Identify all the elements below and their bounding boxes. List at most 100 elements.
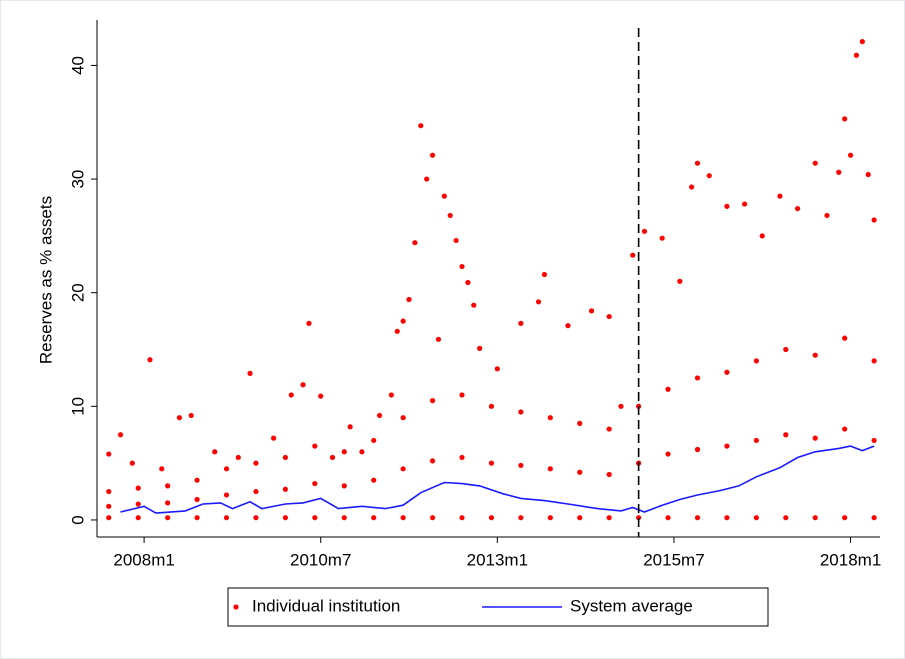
point: [577, 420, 583, 426]
point: [329, 454, 336, 461]
point: [347, 424, 353, 430]
point: [842, 335, 848, 341]
point: [212, 449, 218, 455]
point: [147, 357, 153, 363]
point: [394, 328, 400, 334]
y-tick-label: 20: [68, 283, 87, 302]
point: [282, 486, 288, 492]
point: [441, 193, 447, 199]
point: [812, 515, 818, 521]
point: [465, 279, 471, 286]
y-tick-label: 0: [68, 515, 87, 524]
x-tick-label: 2008m1: [113, 550, 174, 569]
point: [488, 403, 495, 409]
point: [400, 466, 406, 472]
y-axis-label: Reserves as % assets: [36, 196, 55, 364]
point: [836, 169, 842, 175]
point: [135, 485, 141, 491]
point: [694, 375, 701, 381]
point: [606, 471, 612, 478]
point: [565, 323, 571, 329]
point: [577, 469, 583, 475]
point: [706, 173, 712, 179]
point: [341, 483, 347, 489]
x-tick-label: 2018m1: [820, 550, 881, 569]
point: [247, 370, 253, 376]
point: [794, 206, 801, 212]
point: [842, 515, 848, 521]
point: [135, 515, 141, 521]
point: [453, 237, 459, 244]
point: [400, 415, 406, 421]
point: [812, 352, 818, 358]
point: [871, 358, 877, 364]
point: [424, 176, 430, 182]
point: [783, 432, 789, 438]
point: [842, 116, 848, 122]
point: [406, 296, 412, 303]
point: [271, 435, 277, 441]
point: [694, 446, 701, 453]
point: [630, 252, 636, 258]
point: [535, 299, 542, 305]
point: [689, 184, 695, 190]
point: [665, 386, 671, 392]
point: [753, 358, 759, 364]
point: [665, 515, 671, 521]
point: [665, 451, 671, 457]
point: [677, 278, 683, 284]
legend-label: System average: [570, 596, 693, 615]
point: [429, 515, 436, 521]
legend-marker: [233, 604, 239, 610]
point: [429, 398, 436, 404]
point: [194, 515, 200, 521]
point: [371, 477, 377, 483]
point: [282, 454, 288, 461]
point: [753, 437, 759, 444]
point: [865, 171, 871, 178]
point: [359, 449, 365, 455]
point: [859, 38, 865, 45]
point: [312, 515, 318, 521]
point: [777, 193, 783, 199]
point: [306, 320, 312, 326]
point: [165, 500, 171, 506]
point: [547, 466, 553, 472]
point: [341, 449, 347, 455]
point: [371, 515, 377, 521]
point: [753, 515, 759, 521]
point: [812, 435, 818, 441]
point: [194, 477, 200, 483]
point: [724, 203, 730, 209]
point: [842, 426, 848, 432]
point: [606, 426, 612, 432]
point: [759, 233, 765, 239]
point: [388, 392, 394, 398]
point: [165, 483, 171, 489]
x-tick-label: 2013m1: [467, 550, 528, 569]
point: [418, 123, 424, 129]
point: [853, 52, 860, 58]
point: [824, 212, 830, 219]
point: [724, 443, 730, 449]
point: [606, 515, 612, 521]
point: [400, 515, 406, 521]
point: [477, 345, 483, 351]
point: [447, 212, 453, 219]
point: [694, 160, 701, 166]
point: [547, 515, 553, 521]
point: [588, 308, 595, 314]
point: [318, 393, 324, 399]
point: [724, 369, 730, 375]
point: [135, 501, 141, 507]
point: [106, 488, 112, 495]
point: [223, 492, 230, 498]
point: [459, 454, 465, 461]
point: [253, 515, 259, 521]
point: [659, 235, 665, 241]
point: [694, 515, 701, 521]
point: [518, 515, 524, 521]
point: [312, 480, 318, 487]
point: [783, 346, 789, 353]
